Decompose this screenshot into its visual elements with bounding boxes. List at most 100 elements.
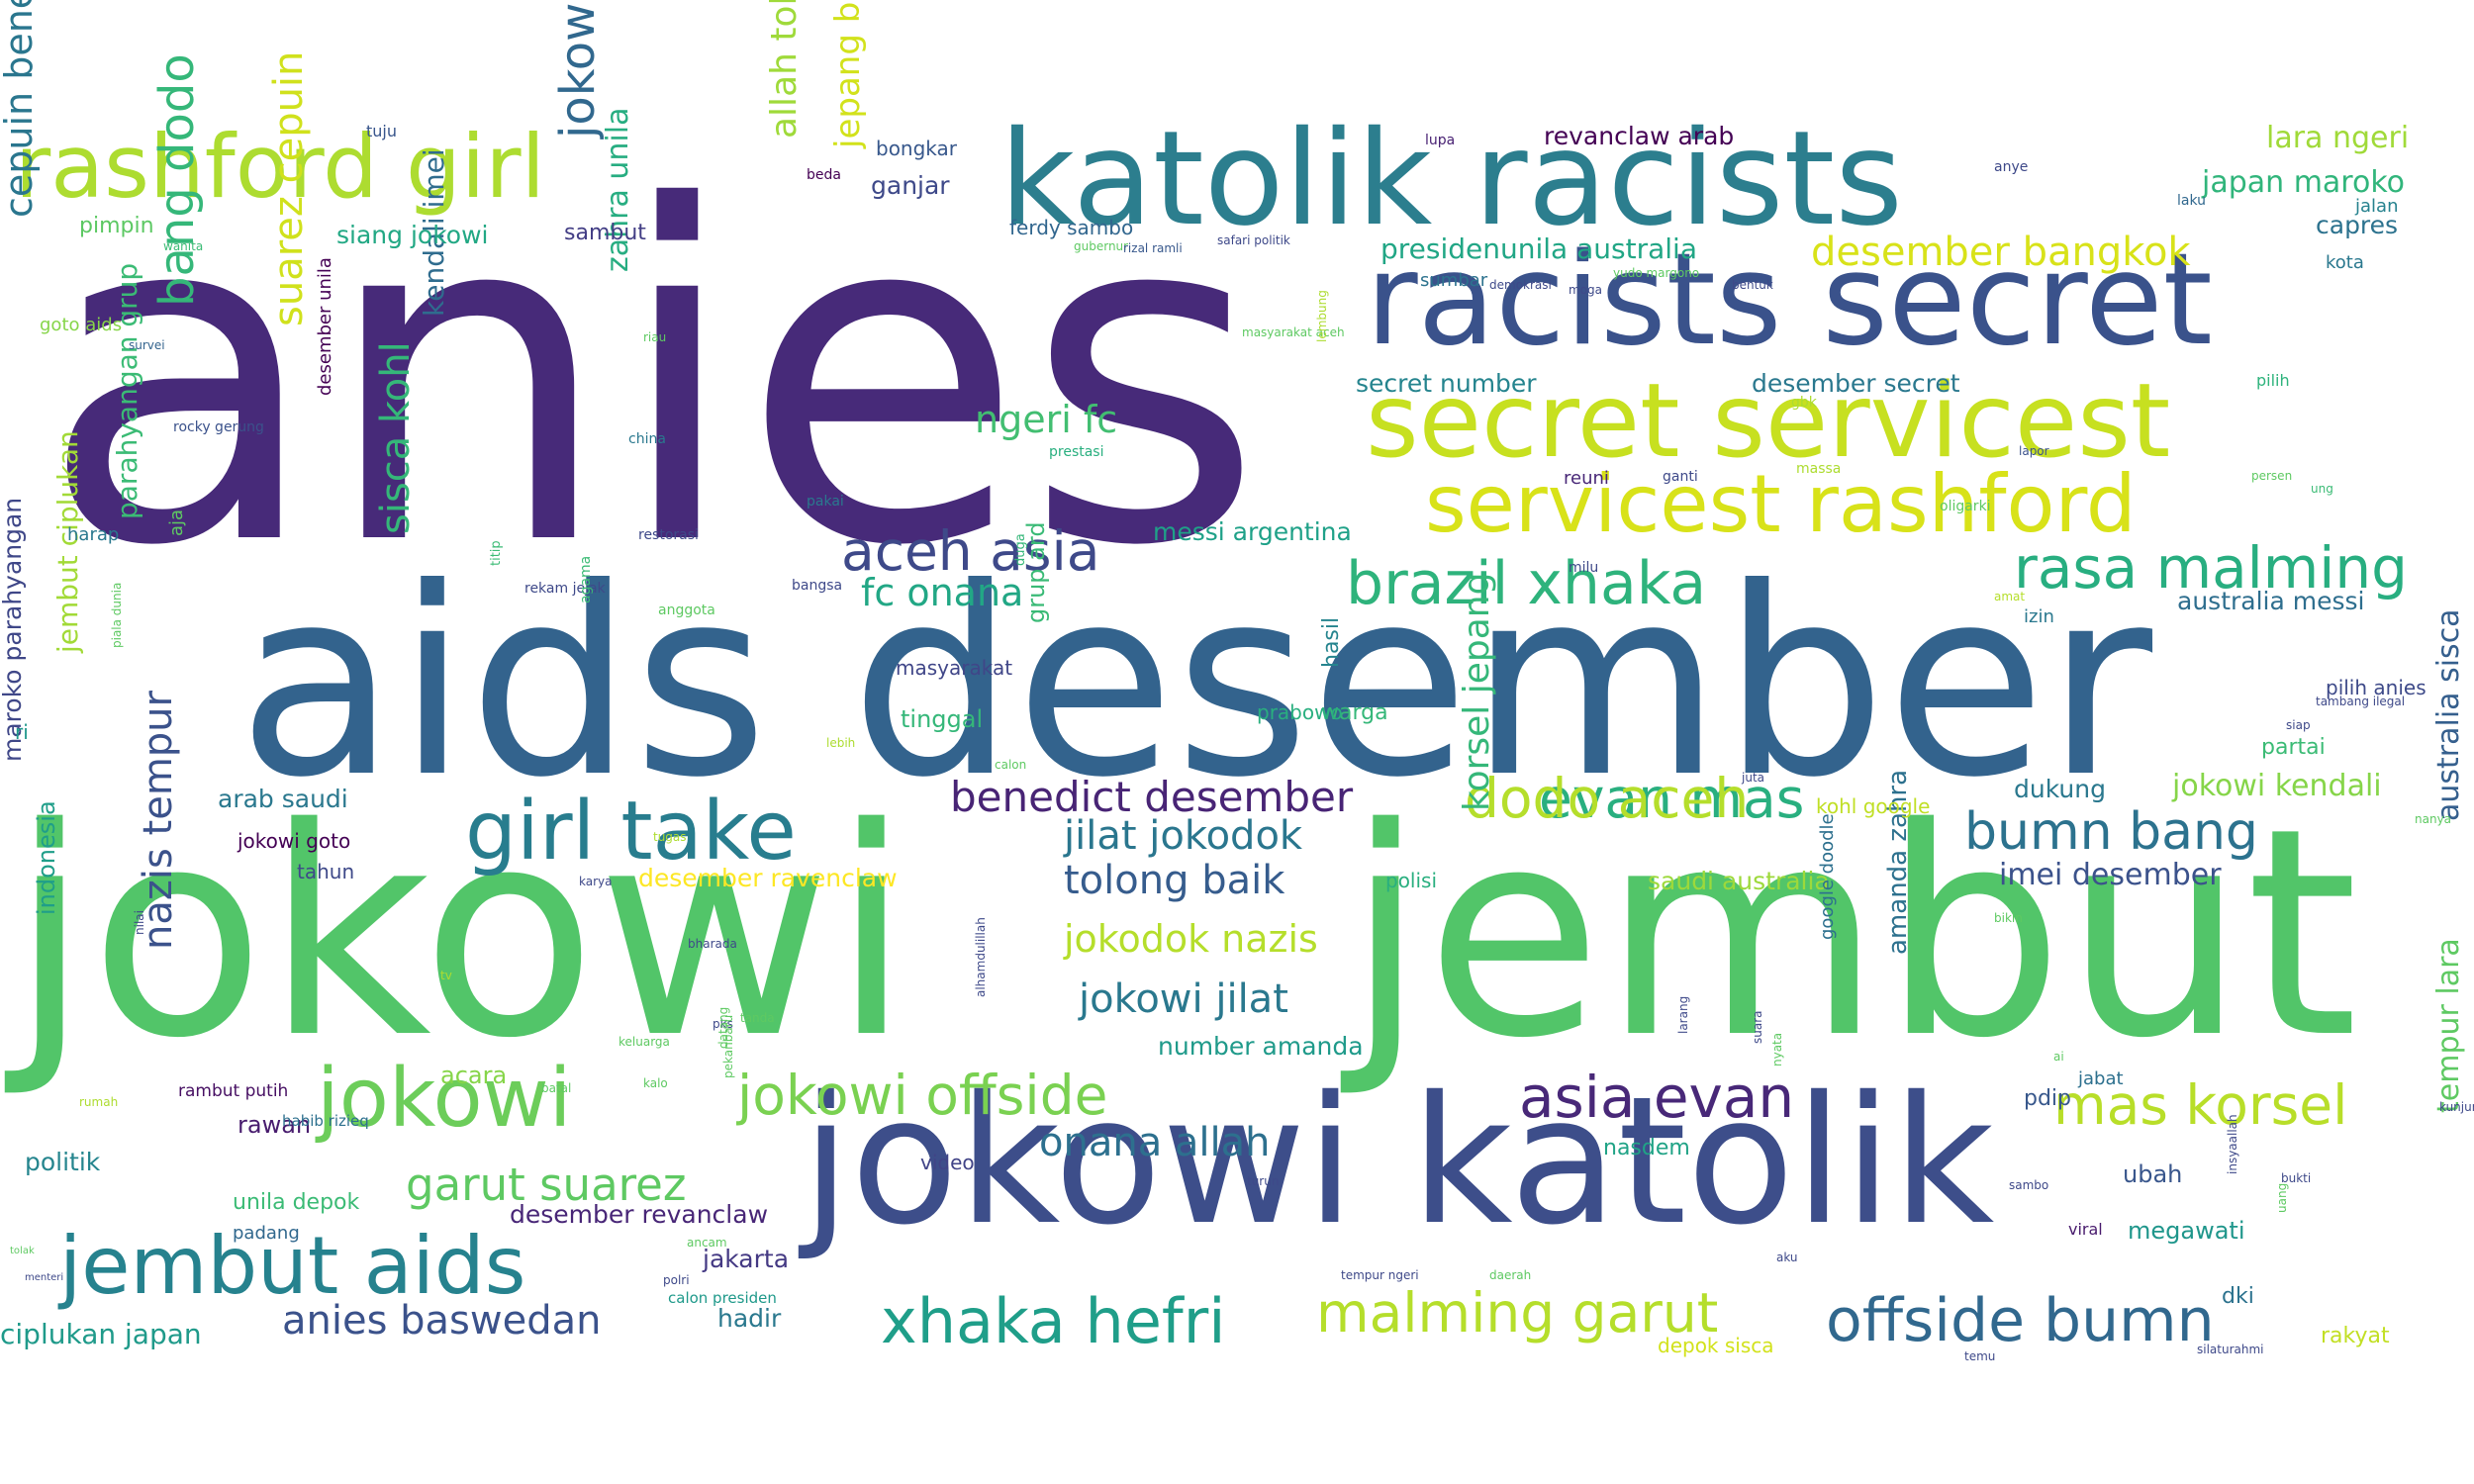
cloud-word: lembung xyxy=(1315,290,1329,342)
cloud-word: tuju xyxy=(366,122,397,140)
cloud-word: bang dodo xyxy=(149,53,205,307)
cloud-word: tolak xyxy=(10,1246,35,1256)
cloud-word: batal xyxy=(541,1081,572,1095)
cloud-word: zahra unila xyxy=(601,107,635,272)
cloud-word: parahyangan grup xyxy=(111,262,143,519)
cloud-word: presidenunila australia xyxy=(1380,232,1697,265)
cloud-word: bangsa xyxy=(792,578,843,594)
cloud-word: bongkar xyxy=(876,137,958,160)
cloud-word: rasa malming xyxy=(2014,534,2408,602)
cloud-word: korsel jepang xyxy=(1457,572,1497,811)
cloud-word: servicest rashford xyxy=(1425,458,2137,550)
cloud-word: jabat xyxy=(2078,1068,2124,1089)
cloud-word: secret servicest xyxy=(1366,362,2171,481)
cloud-word: yudo margono xyxy=(1613,266,1700,280)
cloud-word: jokowi kendali xyxy=(2172,769,2382,803)
cloud-word: masyarakat xyxy=(896,656,1013,680)
cloud-word: anggota xyxy=(658,603,715,618)
cloud-word: piala dunia xyxy=(110,582,124,648)
cloud-word: calon presiden xyxy=(668,1289,777,1307)
cloud-word: depok sisca xyxy=(1658,1334,1774,1357)
cloud-word: jakarta xyxy=(703,1245,790,1273)
cloud-word: pilih xyxy=(2256,371,2290,390)
cloud-word: pks xyxy=(713,1017,733,1031)
cloud-word: gubernur xyxy=(1074,239,1129,253)
cloud-word: calon xyxy=(995,758,1027,772)
cloud-word: viral xyxy=(2068,1220,2103,1239)
cloud-word: rizal ramli xyxy=(1123,241,1183,255)
cloud-word: warga xyxy=(1321,700,1388,725)
cloud-word: jokowi jilat xyxy=(1079,976,1288,1022)
cloud-word: goto aids xyxy=(40,315,123,335)
cloud-word: dukung xyxy=(2014,775,2106,803)
cloud-word: katolik racists xyxy=(999,103,1903,255)
cloud-word: china xyxy=(628,431,666,447)
cloud-word: megawati xyxy=(2128,1217,2245,1245)
cloud-word: rashford girl xyxy=(15,116,545,218)
cloud-word: ung xyxy=(2311,482,2333,496)
cloud-word: jembut xyxy=(1346,768,2359,1101)
cloud-word: pekanbaru xyxy=(721,1014,735,1078)
cloud-word: desember revanclaw xyxy=(510,1200,769,1229)
cloud-word: amat xyxy=(1994,590,2026,603)
cloud-word: desember ravenclaw xyxy=(638,864,898,892)
cloud-word: restorasi xyxy=(638,527,699,543)
cloud-word: number amanda xyxy=(1158,1032,1364,1061)
cloud-word: nilai xyxy=(133,910,146,935)
cloud-word: jokodok nazis xyxy=(1064,917,1318,961)
cloud-word: google doodle xyxy=(1817,813,1838,940)
cloud-word: rambut putih xyxy=(178,1081,289,1101)
cloud-word: reuni xyxy=(1564,468,1609,489)
cloud-word: rawan xyxy=(238,1111,312,1139)
cloud-word: jokowi katolik xyxy=(802,1059,1995,1263)
cloud-word: moga xyxy=(1569,283,1603,297)
cloud-word: rekam jejak xyxy=(524,581,606,597)
cloud-word: video xyxy=(920,1151,975,1174)
cloud-word: siang jokowi xyxy=(336,221,489,249)
cloud-word: aceh asia xyxy=(841,519,1100,583)
cloud-word: ferdy sambo xyxy=(1009,216,1134,239)
cloud-word: messi argentina xyxy=(1153,517,1352,546)
cloud-word: sambut xyxy=(564,221,646,245)
cloud-word: persen xyxy=(2251,469,2293,483)
cloud-word: pdip xyxy=(2024,1086,2072,1111)
cloud-word: xhaka hefri xyxy=(881,1285,1226,1357)
cloud-word: oligarki xyxy=(1940,499,1991,514)
cloud-word: demokrasi xyxy=(1489,278,1552,292)
cloud-word: lebih xyxy=(826,736,856,750)
cloud-word: imei desember xyxy=(1999,858,2222,892)
cloud-word: lupa xyxy=(1425,133,1456,148)
cloud-word: jembut aids xyxy=(59,1220,526,1312)
cloud-word: juta xyxy=(1742,771,1764,785)
cloud-word: turun xyxy=(1247,1174,1280,1188)
cloud-word: hasil xyxy=(1319,616,1344,668)
cloud-word: bharada xyxy=(688,937,737,951)
cloud-word: dki xyxy=(2222,1284,2254,1309)
cloud-word: tempur lara xyxy=(2431,938,2466,1113)
cloud-word: agama xyxy=(578,555,594,603)
cloud-word: ganjar xyxy=(871,171,950,200)
cloud-word: politik xyxy=(25,1148,101,1176)
cloud-word: kalo xyxy=(643,1076,668,1090)
cloud-word: ubah xyxy=(2123,1160,2183,1188)
cloud-word: aku xyxy=(1776,1251,1798,1264)
cloud-word: izin xyxy=(2024,606,2054,627)
cloud-word: offside bumn xyxy=(1826,1286,2215,1355)
cloud-word: pimpin xyxy=(79,214,154,238)
cloud-word: tempur ngeri xyxy=(1341,1268,1419,1282)
cloud-word: saudi australia xyxy=(1648,867,1830,895)
cloud-word: bukti xyxy=(2281,1171,2312,1185)
cloud-word: kunjung xyxy=(2439,1100,2474,1114)
cloud-word: desember bangkok xyxy=(1811,230,2191,275)
cloud-word: onana allah xyxy=(1039,1120,1271,1165)
cloud-word: suara xyxy=(1751,1010,1764,1045)
cloud-word: bentuk xyxy=(1732,278,1773,292)
cloud-word: keluarga xyxy=(618,1035,670,1049)
cloud-word: padang xyxy=(233,1223,300,1244)
cloud-word: australia sisca xyxy=(2431,608,2466,821)
cloud-word: jokowi xyxy=(317,1052,572,1146)
cloud-word: prabowo xyxy=(1257,700,1343,724)
cloud-word: tambang ilegal xyxy=(2316,695,2406,708)
cloud-word: unila depok xyxy=(233,1190,360,1215)
